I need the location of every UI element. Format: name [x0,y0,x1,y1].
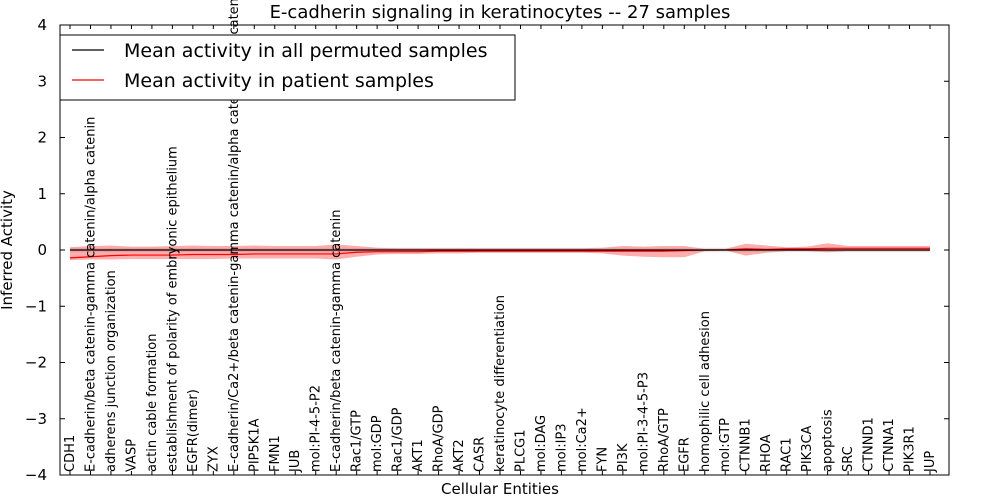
x-tick-label: ZYX [206,446,221,472]
x-tick-label: actin cable formation [145,334,160,472]
x-tick-label: AKT2 [452,439,467,472]
x-tick-label: CTNNA1 [882,418,897,472]
x-tick-label: E-cadherin/Ca2+/beta catenin-gamma caten… [227,0,242,472]
x-tick-label: Rac1/GDP [391,407,406,472]
x-tick-label: FMN1 [268,435,283,472]
x-tick-label: RAC1 [780,437,795,472]
x-axis-label: Cellular Entities [441,480,559,498]
x-tick-label: CTNND1 [862,417,877,472]
x-tick-label: PIK3R1 [903,426,918,472]
x-tick-label: CDH1 [63,435,78,472]
x-tick-label: VASP [124,439,139,472]
chart-title: E-cadherin signaling in keratinocytes --… [270,2,731,23]
x-tick-label: RhoA/GDP [432,405,447,472]
x-tick-label: mol:PI-4-5-P2 [309,385,324,472]
x-tick-label: mol:GDP [370,415,385,472]
y-tick-label: −2 [25,354,47,372]
y-tick-label: 0 [37,241,47,259]
y-tick-label: −4 [25,466,47,484]
x-tick-label: FYN [595,447,610,472]
x-tick-label: CTNNB1 [739,418,754,472]
x-tick-label: mol:DAG [534,415,549,472]
x-tick-label: PIK3CA [800,425,815,472]
x-tick-label: EGFR(dimer) [186,389,201,472]
legend-label-permuted: Mean activity in all permuted samples [124,40,487,62]
x-tick-label: E-cadherin/beta catenin-gamma catenin [329,210,344,472]
legend-label-patient: Mean activity in patient samples [124,70,434,92]
y-tick-label: 2 [37,129,47,147]
x-tick-label: apoptosis [821,409,836,472]
x-tick-label: PIP5K1A [247,418,262,472]
x-tick-label: Rac1/GTP [350,410,365,472]
x-tick-label: mol:Ca2+ [575,407,590,472]
x-tick-label: PI3K [616,443,631,472]
x-tick-label: PLCG1 [513,429,528,472]
x-tick-label: JUB [288,450,303,473]
y-tick-label: −1 [25,297,47,315]
x-tick-label: EGFR [677,437,692,472]
x-tick-label: AKT1 [411,439,426,472]
x-tick-label: RHOA [759,434,774,472]
x-tick-label: establishment of polarity of embryonic e… [165,146,180,472]
x-tick-label: JUP [923,451,938,473]
x-axis: CDH1 E-cadherin/beta catenin-gamma cateni… [63,0,938,475]
x-tick-label: keratinocyte differentiation [493,295,508,472]
y-tick-label: 3 [37,72,47,90]
x-tick-label: RhoA/GTP [657,408,672,472]
x-tick-label: E-cadherin/beta catenin-gamma catenin/al… [83,117,98,472]
x-tick-label: CASR [473,437,488,472]
legend-box [59,34,516,101]
x-tick-label: adherens junction organization [104,270,119,472]
x-tick-label: mol:IP3 [554,423,569,472]
series-line-1 [69,247,930,259]
y-axis: −4 −3 −2 −1 0 1 2 3 4 [25,16,949,484]
y-tick-label: 1 [37,185,47,203]
x-tick-label: mol:GTP [718,418,733,472]
x-tick-label: homophilic cell adhesion [698,311,713,472]
y-axis-label: Inferred Activity [0,190,16,310]
y-tick-label: 4 [37,16,47,34]
x-tick-label: SRC [841,446,856,472]
x-tick-label: mol:PI-3-4-5-P3 [636,372,651,472]
legend: Mean activity in all permuted samples Me… [59,34,516,101]
series-lines [69,247,930,259]
y-tick-label: −3 [25,410,47,428]
